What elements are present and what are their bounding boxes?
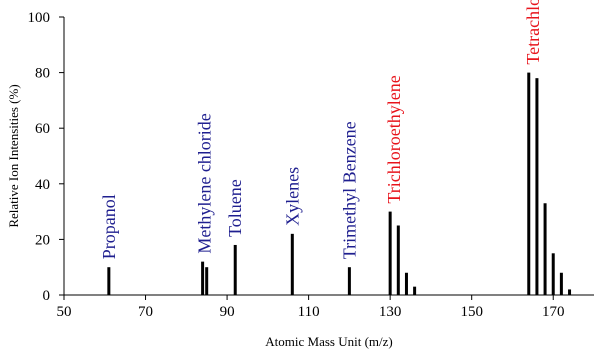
spectrum-bar	[107, 267, 111, 295]
compound-label: Propanol	[99, 194, 119, 259]
x-axis-title: Atomic Mass Unit (m/z)	[265, 334, 392, 349]
x-tick-label: 70	[138, 304, 153, 320]
spectrum-bar	[568, 289, 572, 295]
spectrum-bar	[404, 272, 408, 295]
spectrum-bar	[347, 267, 351, 295]
y-tick-label: 100	[28, 10, 51, 26]
spectrum-bar	[201, 261, 205, 295]
spectrum-bar	[535, 78, 539, 295]
bars-layer	[107, 72, 572, 295]
compound-label: Trichloroethylene	[384, 75, 404, 203]
spectrum-bar	[205, 267, 209, 295]
spectrum-bar	[543, 203, 547, 295]
y-tick-label: 60	[35, 121, 50, 137]
x-tick-label: 130	[379, 304, 402, 320]
y-tick-label: 80	[35, 66, 50, 82]
y-tick-label: 40	[35, 177, 50, 193]
compound-label: Toluene	[225, 179, 245, 237]
compound-label: Xylenes	[282, 167, 302, 226]
ticks-layer: 50 70 90 110 130 150 170 0 20 40 60 80 100	[28, 10, 565, 320]
x-tick-label: 50	[57, 304, 72, 320]
y-tick-label: 0	[43, 288, 51, 304]
spectrum-bar	[551, 253, 555, 295]
x-tick-label: 90	[220, 304, 235, 320]
x-tick-label: 150	[460, 304, 483, 320]
compound-label: Tetrachloroethylene	[523, 0, 543, 65]
compound-label: Trimethyl Benzene	[339, 121, 359, 259]
spectrum-bar	[396, 225, 400, 295]
spectrum-bar	[233, 244, 237, 295]
spectrum-bar	[388, 211, 392, 295]
y-axis-title: Relative Ion Intensities (%)	[6, 84, 21, 227]
annotations-layer: Propanol Methylene chloride Toluene Xylenes…	[99, 0, 543, 259]
spectrum-bar	[527, 72, 531, 295]
x-tick-label: 170	[542, 304, 565, 320]
y-tick-label: 20	[35, 232, 50, 248]
spectrum-bar	[559, 272, 563, 295]
spectrum-bar	[290, 233, 294, 295]
spectrum-bar	[413, 286, 417, 295]
axes-layer	[63, 17, 594, 296]
compound-label: Methylene chloride	[195, 113, 215, 253]
x-tick-label: 110	[298, 304, 320, 320]
